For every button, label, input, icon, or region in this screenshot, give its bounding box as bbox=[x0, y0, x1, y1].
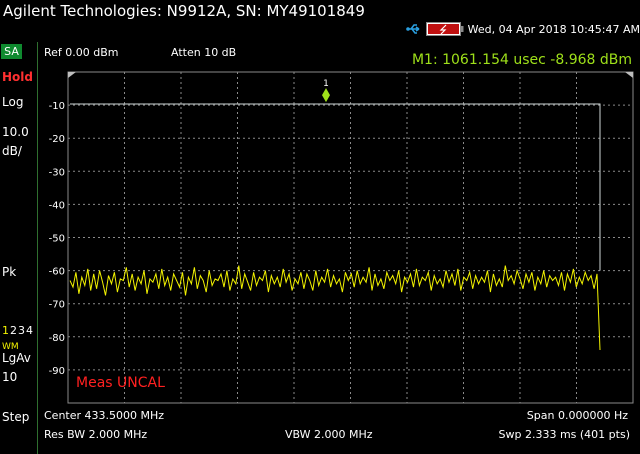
usb-icon bbox=[405, 24, 420, 34]
hold-indicator: Hold bbox=[2, 70, 33, 84]
detector-label: Pk bbox=[2, 265, 17, 279]
averaging-label: LgAv bbox=[2, 351, 31, 365]
graticule bbox=[67, 71, 634, 404]
video-bandwidth: VBW 2.000 MHz bbox=[285, 428, 373, 441]
scale-type: Log bbox=[2, 95, 24, 109]
corner-tab-left bbox=[68, 72, 76, 78]
y-tick-label: -90 bbox=[49, 366, 65, 377]
trace-4: 4 bbox=[26, 324, 34, 337]
marker-layer: 1 bbox=[322, 79, 330, 103]
display-line bbox=[70, 103, 601, 271]
uncal-message: Meas UNCAL bbox=[76, 375, 165, 391]
y-tick-label: -70 bbox=[49, 300, 65, 311]
status-row: Wed, 04 Apr 2018 10:45:47 AM bbox=[405, 20, 640, 38]
side-panel: SA Hold Log 10.0 dB/ Pk 1234 WM LgAv 10 … bbox=[0, 42, 38, 454]
scale-unit: dB/ bbox=[2, 144, 22, 158]
trace-1: 1 bbox=[2, 324, 10, 337]
datetime: Wed, 04 Apr 2018 10:45:47 AM bbox=[467, 22, 640, 36]
y-axis-ticks: -10 -20 -30 -40 -50 -60 -70 -80 -90 bbox=[49, 101, 65, 377]
y-tick-label: -60 bbox=[49, 267, 65, 278]
trace-line bbox=[69, 265, 601, 351]
battery-charging-icon bbox=[425, 22, 464, 36]
y-tick-label: -50 bbox=[49, 234, 65, 245]
y-tick-label: -80 bbox=[49, 333, 65, 344]
marker-readout: M1: 1061.154 usec -8.968 dBm bbox=[411, 52, 632, 68]
marker-1-label: 1 bbox=[323, 79, 329, 89]
span-value: Span 0.000000 Hz bbox=[526, 409, 628, 422]
y-tick-label: -40 bbox=[49, 200, 65, 211]
y-tick-label: -10 bbox=[49, 101, 65, 112]
app-title: Agilent Technologies: N9912A, SN: MY4910… bbox=[3, 2, 365, 20]
ref-level: Ref 0.00 dBm bbox=[44, 46, 119, 59]
attenuation: Atten 10 dB bbox=[171, 46, 237, 59]
corner-tab-right bbox=[625, 72, 633, 78]
trace-indicators: 1234 bbox=[2, 324, 34, 337]
y-tick-label: -20 bbox=[49, 134, 65, 145]
title-bar: Agilent Technologies: N9912A, SN: MY4910… bbox=[0, 0, 640, 42]
trace-layer bbox=[69, 103, 601, 351]
resolution-bandwidth: Res BW 2.000 MHz bbox=[44, 428, 148, 441]
mode-badge[interactable]: SA bbox=[1, 44, 22, 59]
step-label: Step bbox=[2, 410, 30, 424]
marker-1-diamond bbox=[322, 88, 330, 103]
trace-3: 3 bbox=[18, 324, 26, 337]
trace-state: WM bbox=[2, 342, 19, 352]
average-count: 10 bbox=[2, 370, 18, 384]
trace-2: 2 bbox=[10, 324, 18, 337]
center-frequency: Center 433.5000 MHz bbox=[44, 409, 165, 422]
y-tick-label: -30 bbox=[49, 167, 65, 178]
sweep-time: Swp 2.333 ms (401 pts) bbox=[498, 428, 631, 441]
scale-value: 10.0 bbox=[2, 125, 29, 139]
